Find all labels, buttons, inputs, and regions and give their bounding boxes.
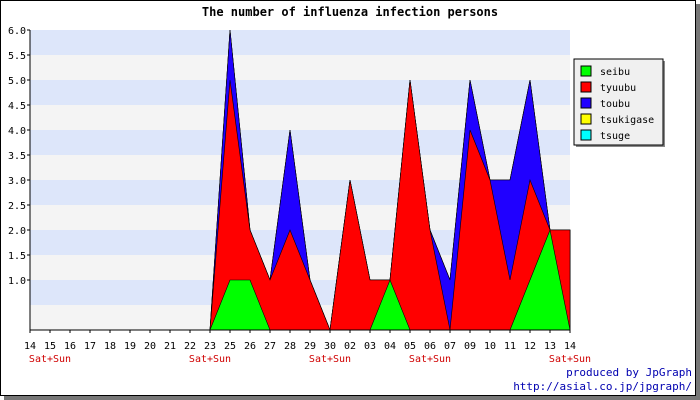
- x-tick-label: 05: [404, 341, 416, 352]
- grid-band: [30, 130, 570, 155]
- legend-swatch-seibu: [580, 65, 592, 77]
- legend: seibu tyuubu toubu tsukigase tsuge: [573, 58, 665, 147]
- legend-swatch-tsukigase: [580, 113, 592, 125]
- credit-url[interactable]: http://asial.co.jp/jpgraph/: [513, 380, 692, 393]
- y-tick-label: 5.5: [8, 51, 26, 62]
- x-tick-label: 22: [184, 341, 196, 352]
- x-tick-label: 11: [504, 341, 516, 352]
- x-tick-label: 21: [164, 341, 176, 352]
- legend-label-tsukigase: tsukigase: [600, 115, 654, 126]
- legend-label-tsuge: tsuge: [600, 131, 630, 142]
- x-tick-label: 06: [424, 341, 436, 352]
- x-tick-label: 15: [44, 341, 56, 352]
- x-tick-label: 23: [204, 341, 216, 352]
- x-tick-label: 09: [464, 341, 476, 352]
- x-tick-label: 27: [264, 341, 276, 352]
- legend-swatch-tsuge: [580, 129, 592, 141]
- weekend-label: Sat+Sun: [29, 354, 71, 365]
- y-tick-label: 3.5: [8, 151, 26, 162]
- x-tick-label: 16: [64, 341, 76, 352]
- grid-band: [30, 30, 570, 55]
- y-tick-label: 5.0: [8, 76, 26, 87]
- y-tick-label: 4.0: [8, 126, 26, 137]
- x-tick-label: 26: [244, 341, 256, 352]
- weekend-label: Sat+Sun: [409, 354, 451, 365]
- x-tick-label: 25: [224, 341, 236, 352]
- x-tick-label: 14: [564, 341, 576, 352]
- x-tick-label: 10: [484, 341, 496, 352]
- y-tick-label: 3.0: [8, 176, 26, 187]
- x-tick-label: 29: [304, 341, 316, 352]
- axes: 1.0 1.5 2.0 2.5 3.0 3.5 4.0 4.5 5.0 5.5 6.0 14 15 16 1…: [8, 26, 591, 365]
- x-tick-label: 07: [444, 341, 456, 352]
- legend-swatch-tyuubu: [580, 81, 592, 93]
- y-tick-label: 1.5: [8, 251, 26, 262]
- x-tick-label: 18: [104, 341, 116, 352]
- x-tick-label: 02: [344, 341, 356, 352]
- x-tick-label: 28: [284, 341, 296, 352]
- weekend-label: Sat+Sun: [189, 354, 231, 365]
- x-tick-label: 17: [84, 341, 96, 352]
- chart-title: The number of influenza infection person…: [202, 5, 498, 19]
- x-tick-label: 19: [124, 341, 136, 352]
- grid-band: [30, 55, 570, 80]
- legend-swatch-toubu: [580, 97, 592, 109]
- weekend-label: Sat+Sun: [549, 354, 591, 365]
- x-tick-label: 12: [524, 341, 536, 352]
- legend-label-tyuubu: tyuubu: [600, 83, 636, 94]
- credit-produced-by: produced by JpGraph: [566, 366, 692, 379]
- x-tick-label: 04: [384, 341, 396, 352]
- grid-band: [30, 80, 570, 105]
- legend-label-seibu: seibu: [600, 67, 630, 78]
- y-tick-label: 2.5: [8, 201, 26, 212]
- y-tick-label: 6.0: [8, 26, 26, 37]
- y-tick-label: 2.0: [8, 226, 26, 237]
- legend-label-toubu: toubu: [600, 99, 630, 110]
- x-tick-label: 20: [144, 341, 156, 352]
- x-tick-label: 03: [364, 341, 376, 352]
- weekend-label: Sat+Sun: [309, 354, 351, 365]
- y-tick-label: 4.5: [8, 101, 26, 112]
- x-tick-label: 14: [24, 341, 36, 352]
- x-tick-label: 30: [324, 341, 336, 352]
- grid-band: [30, 105, 570, 130]
- x-tick-label: 13: [544, 341, 556, 352]
- y-tick-label: 1.0: [8, 276, 26, 287]
